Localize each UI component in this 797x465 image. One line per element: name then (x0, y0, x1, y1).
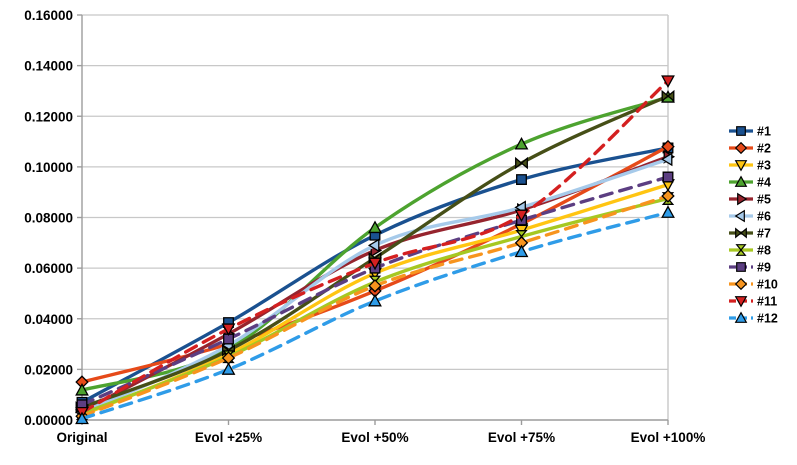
legend-marker-icon (734, 175, 748, 187)
x-axis-label: Evol +75% (488, 430, 555, 445)
legend-item-label: #4 (757, 176, 771, 190)
series-marker-icon (514, 136, 529, 150)
series-lines (74, 75, 676, 425)
legend-marker-icon (736, 126, 746, 136)
legend-marker-icon (737, 192, 748, 206)
x-axis-label: Evol +50% (341, 430, 408, 445)
y-axis-label: 0.16000 (24, 8, 73, 23)
y-axis-label: 0.00000 (24, 413, 73, 428)
legend-marker-icon (736, 262, 746, 272)
legend-item-label: #6 (757, 210, 771, 224)
y-axis-labels: 0.00000 0.02000 0.04000 0.06000 0.08000 0.100… (24, 8, 73, 428)
series-12 (75, 205, 675, 425)
legend-item-label: #7 (757, 227, 771, 241)
x-axis-labels: Original Evol +25% Evol +50% Evol +75% Evol … (56, 430, 705, 445)
y-axis-label: 0.10000 (24, 160, 73, 175)
legend-item-6: #6 (729, 210, 771, 224)
legend-item-2: #2 (729, 142, 771, 156)
legend-marker-icon (735, 227, 747, 239)
series-marker-icon (368, 220, 382, 234)
series-marker-icon (368, 293, 382, 307)
legend-item-label: #12 (757, 312, 778, 326)
series-marker-icon (661, 205, 675, 218)
x-axis-label: Evol +100% (631, 430, 706, 445)
series-marker-icon (661, 75, 675, 88)
y-axis-label: 0.14000 (24, 59, 73, 74)
x-axis-label: Evol +25% (195, 430, 262, 445)
legend-item-label: #9 (757, 261, 771, 275)
series-marker-icon (514, 244, 529, 258)
y-axis-label: 0.06000 (24, 261, 73, 276)
legend-marker-icon (735, 244, 747, 256)
series-marker-icon (368, 279, 382, 293)
series-marker-icon (516, 174, 527, 185)
series-marker-icon (515, 156, 528, 170)
legend-item-10: #10 (729, 278, 778, 292)
legend-item-label: #2 (757, 142, 771, 156)
series-marker-icon (661, 89, 675, 103)
legend-item-3: #3 (729, 159, 771, 173)
chart-legend: #1 #2 #3 #4 #5 #6 #7 #8 #9 #10 #11 #12 (729, 125, 778, 326)
legend-item-label: #10 (757, 278, 778, 292)
legend-marker-icon (734, 311, 748, 323)
series-marker-icon (662, 171, 674, 183)
series-marker-icon (660, 152, 673, 167)
series-marker-icon (75, 411, 89, 425)
x-axis-label: Original (56, 430, 107, 445)
legend-marker-icon (734, 296, 748, 308)
series-marker-icon (367, 238, 380, 253)
legend-item-12: #12 (729, 311, 778, 326)
series-marker-icon (514, 209, 529, 223)
series-marker-icon (221, 323, 236, 337)
legend-marker-icon (734, 160, 748, 172)
legend-item-label: #11 (757, 295, 777, 309)
legend-item-label: #1 (757, 125, 771, 139)
legend-item-11: #11 (729, 295, 777, 309)
legend-marker-icon (734, 277, 748, 291)
legend-item-9: #9 (729, 261, 771, 275)
y-axis-label: 0.12000 (24, 109, 73, 124)
y-axis-label: 0.08000 (24, 211, 73, 226)
legend-item-label: #5 (757, 193, 771, 207)
series-marker-icon (75, 382, 89, 396)
legend-item-4: #4 (729, 175, 771, 190)
legend-item-label: #3 (757, 159, 771, 173)
series-11 (75, 75, 675, 420)
series-marker-icon (221, 362, 236, 375)
series-marker-icon (368, 257, 382, 271)
series-line (80, 210, 670, 421)
series-marker-icon (661, 139, 675, 154)
y-axis-label: 0.02000 (24, 362, 73, 377)
series-marker-icon (661, 189, 675, 203)
legend-item-5: #5 (729, 193, 771, 207)
legend-item-1: #1 (729, 125, 771, 139)
legend-marker-icon (734, 141, 748, 155)
legend-item-7: #7 (729, 227, 771, 241)
legend-marker-icon (734, 209, 745, 223)
legend-item-8: #8 (729, 244, 771, 258)
y-axis-label: 0.04000 (24, 312, 73, 327)
legend-item-label: #8 (757, 244, 771, 258)
series-marker-icon (223, 333, 234, 345)
